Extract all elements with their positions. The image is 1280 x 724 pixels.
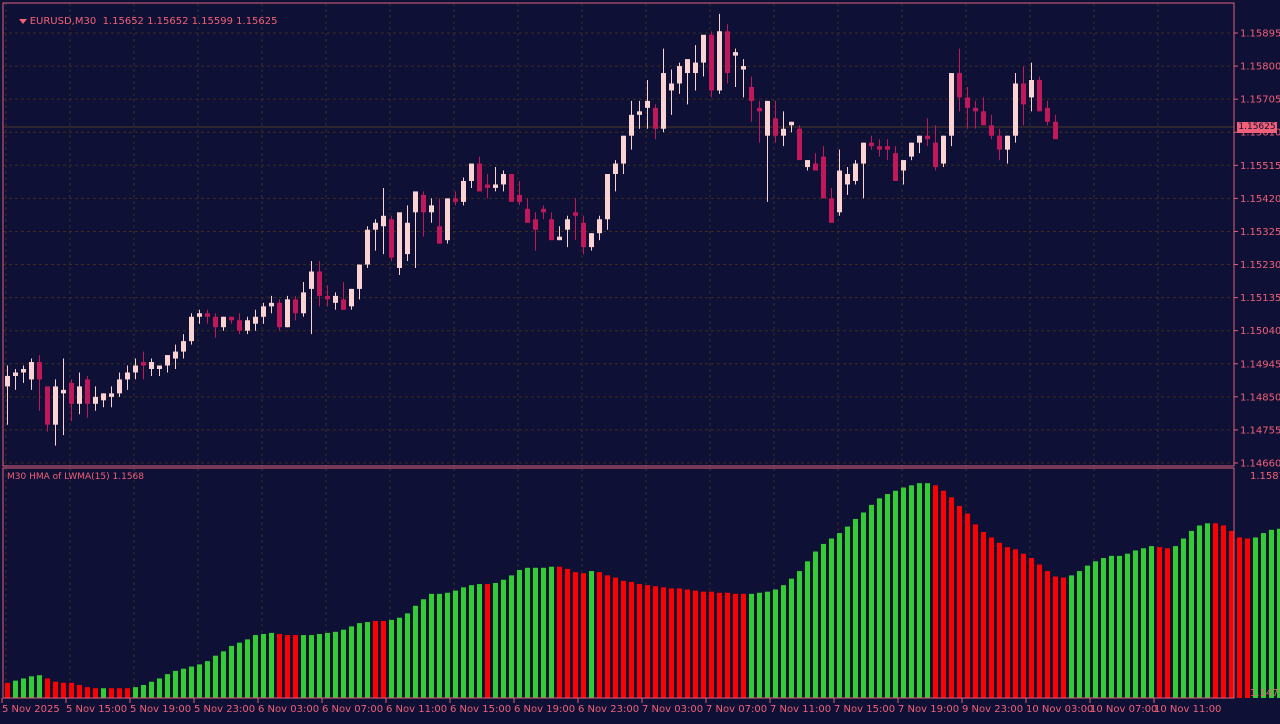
time-tick-label: 7 Nov 11:00 (770, 704, 831, 715)
price-tick-label: 1.15515 (1240, 161, 1280, 172)
price-tick-label: 1.15800 (1240, 62, 1280, 73)
price-tick-label: 1.14945 (1240, 359, 1280, 370)
time-tick-label: 9 Nov 23:00 (962, 704, 1023, 715)
time-tick-label: 7 Nov 19:00 (898, 704, 959, 715)
time-tick-label: 6 Nov 11:00 (386, 704, 447, 715)
collapse-triangle-icon[interactable] (18, 18, 27, 24)
price-tick-label: 1.15040 (1240, 326, 1280, 337)
price-tick-label: 1.14660 (1240, 459, 1280, 470)
price-tick-label: 1.14850 (1240, 392, 1280, 403)
grid-lines (3, 3, 1234, 698)
time-tick-label: 5 Nov 19:00 (130, 704, 191, 715)
price-axis[interactable]: 1.15895 1.15800 1.15705 1.15610 1.15515 1.154… (1234, 29, 1280, 470)
time-tick-label: 6 Nov 19:00 (514, 704, 575, 715)
time-tick-label: 7 Nov 07:00 (706, 704, 767, 715)
time-tick-label: 10 Nov 03:00 (1026, 704, 1093, 715)
symbol-timeframe: EURUSD,M30 (29, 16, 97, 27)
price-tick-label: 1.15610 (1240, 128, 1280, 139)
time-tick-label: 6 Nov 23:00 (578, 704, 639, 715)
price-tick-label: 1.14755 (1240, 425, 1280, 436)
hma-histogram-series (5, 483, 1280, 698)
time-tick-label: 5 Nov 2025 (2, 704, 60, 715)
indicator-axis[interactable]: 1.1587 1.1475 (1250, 471, 1280, 699)
price-tick-label: 1.15230 (1240, 260, 1280, 271)
time-tick-label: 10 Nov 07:00 (1090, 704, 1157, 715)
time-tick-label: 6 Nov 15:00 (450, 704, 511, 715)
indicator-tick-label: 1.1587 (1250, 471, 1280, 482)
time-tick-label: 6 Nov 07:00 (322, 704, 383, 715)
ohlc-values: 1.15652 1.15652 1.15599 1.15625 (102, 16, 278, 27)
time-tick-label: 7 Nov 15:00 (834, 704, 895, 715)
panel-frames (2, 2, 1235, 699)
time-tick-label: 5 Nov 23:00 (194, 704, 255, 715)
time-tick-label: 6 Nov 03:00 (258, 704, 319, 715)
time-axis[interactable]: 5 Nov 2025 5 Nov 15:00 5 Nov 19:00 5 Nov 23… (1, 698, 1221, 715)
current-price-tag: 1.15625 (1237, 122, 1277, 133)
price-tick-label: 1.15135 (1240, 293, 1280, 304)
price-tick-label: 1.15420 (1240, 194, 1280, 205)
price-tick-label: 1.15895 (1240, 29, 1280, 40)
indicator-tick-label: 1.1475 (1250, 688, 1280, 699)
price-tick-label: 1.15705 (1240, 95, 1280, 106)
price-tick-label: 1.15325 (1240, 227, 1280, 238)
candlestick-series (5, 13, 1058, 446)
time-tick-label: 5 Nov 15:00 (66, 704, 127, 715)
indicator-header: M30 HMA of LWMA(15) 1.1568 (7, 472, 144, 482)
time-tick-label: 7 Nov 03:00 (642, 704, 703, 715)
time-tick-label: 10 Nov 11:00 (1154, 704, 1221, 715)
symbol-header: EURUSD,M30 1.15652 1.15652 1.15599 1.156… (6, 5, 278, 38)
